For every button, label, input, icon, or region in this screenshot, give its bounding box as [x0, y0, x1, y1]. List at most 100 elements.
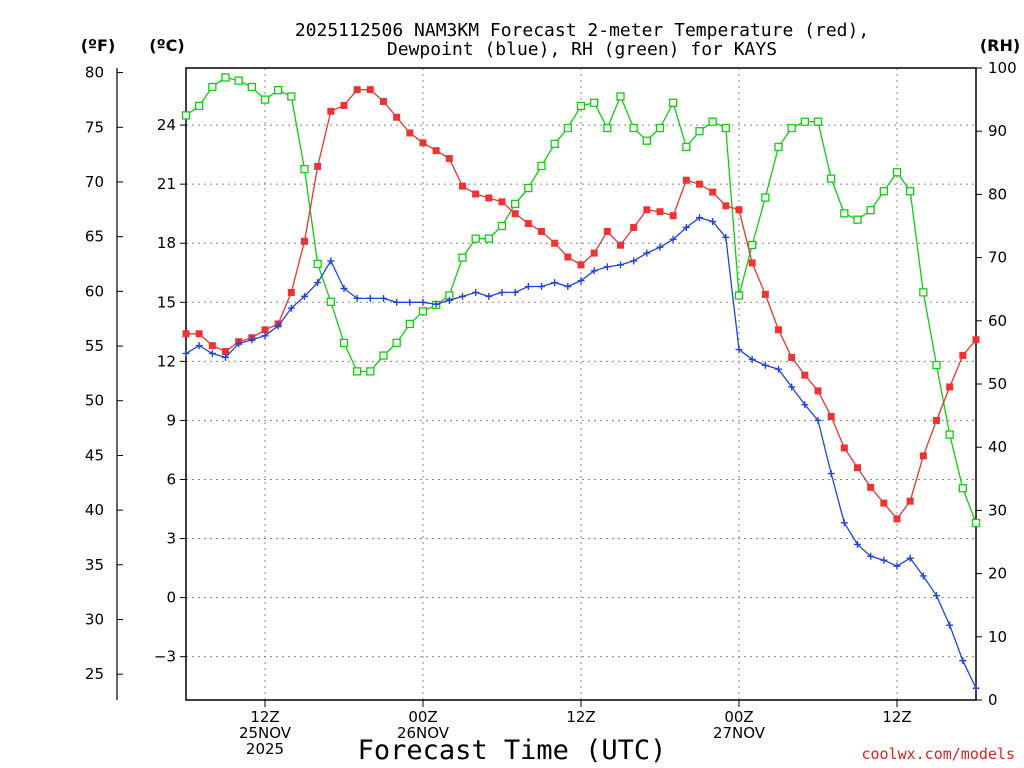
rh-marker: [945, 430, 954, 439]
dewpoint-marker: [696, 214, 703, 222]
time-tick-label: 12Z: [882, 708, 911, 726]
temperature-marker: [867, 483, 875, 491]
temperature-marker: [735, 206, 743, 214]
temperature-marker: [445, 155, 453, 163]
temperature-marker: [893, 515, 901, 523]
rh-marker: [471, 234, 480, 243]
dewpoint-marker: [380, 294, 387, 302]
rh-marker: [497, 221, 507, 231]
dewpoint-marker: [630, 257, 638, 265]
temperature-marker: [946, 383, 954, 391]
temperature-marker: [380, 97, 387, 105]
fahrenheit-tick-label: 80: [85, 64, 104, 82]
rh-marker: [682, 142, 691, 152]
temperature-marker: [432, 147, 440, 155]
rh-marker: [326, 297, 335, 306]
rh-marker: [405, 319, 414, 329]
chart-title-line-2: Dewpoint (blue), RH (green) for KAYS: [387, 39, 777, 60]
celsius-tick-label: 3: [166, 530, 176, 548]
temperature-marker: [538, 227, 545, 235]
dewpoint-marker: [353, 294, 361, 302]
rh-marker: [300, 164, 309, 174]
temperature-marker: [722, 202, 730, 210]
rh-marker: [484, 234, 493, 243]
dewpoint-marker: [775, 365, 782, 373]
dewpoint-marker: [656, 243, 664, 251]
dewpoint-marker: [419, 298, 427, 306]
rh-marker: [563, 123, 572, 133]
rh-marker: [695, 127, 704, 136]
temperature-marker: [603, 227, 611, 235]
fahrenheit-tick-label: 45: [85, 446, 104, 464]
dewpoint-marker: [590, 267, 598, 275]
time-tick-label: 2025: [246, 740, 284, 758]
dewpoint-marker: [933, 592, 940, 600]
dewpoint-marker: [208, 349, 216, 357]
rh-marker: [195, 101, 204, 111]
rh-marker: [313, 259, 322, 269]
rh-marker: [827, 174, 836, 183]
temperature-marker: [287, 288, 295, 296]
temperature-marker: [854, 464, 861, 472]
rh-marker: [774, 142, 783, 152]
rh-marker: [721, 123, 730, 133]
rh-marker: [906, 187, 915, 196]
dewpoint-marker: [709, 218, 717, 226]
temperature-marker: [972, 336, 980, 344]
fahrenheit-tick-label: 30: [85, 610, 104, 628]
rh-tick-label: 90: [988, 122, 1007, 140]
temperature-marker: [406, 129, 414, 137]
dewpoint-marker: [959, 657, 967, 665]
dewpoint-marker: [761, 361, 769, 369]
fahrenheit-tick-label: 40: [85, 501, 104, 519]
temperature-marker: [840, 444, 848, 452]
rh-marker: [274, 85, 283, 95]
rh-tick-label: 0: [988, 691, 998, 709]
time-tick-label: 00Z: [724, 708, 753, 726]
dewpoint-marker: [432, 300, 440, 308]
rh-tick-label: 70: [988, 249, 1007, 267]
dewpoint-marker: [485, 292, 493, 300]
temperature-marker: [709, 188, 717, 196]
rh-marker: [734, 291, 744, 300]
temperature-marker: [511, 210, 519, 218]
rh-marker: [590, 98, 599, 107]
temperature-marker: [919, 452, 927, 460]
rh-marker: [366, 367, 375, 376]
temperature-marker: [366, 86, 374, 94]
temperature-marker: [682, 176, 690, 184]
temperature-marker: [880, 499, 888, 507]
temperature-marker: [617, 241, 624, 249]
rh-marker: [761, 193, 770, 202]
celsius-tick-label: 12: [157, 352, 176, 370]
dewpoint-marker: [511, 288, 519, 296]
dewpoint-marker: [406, 298, 414, 306]
temperature-marker: [748, 259, 756, 267]
dewpoint-marker: [472, 288, 480, 296]
dewpoint-marker: [445, 296, 453, 304]
dewpoint-marker: [814, 416, 822, 424]
temperature-marker: [696, 180, 703, 188]
fahrenheit-tick-label: 60: [85, 282, 104, 300]
rh-marker: [892, 168, 902, 177]
fahrenheit-tick-label: 25: [85, 665, 104, 683]
dewpoint-marker: [643, 249, 651, 257]
rh-marker: [353, 367, 362, 376]
time-tick-label: 27NOV: [713, 724, 766, 742]
temperature-marker: [761, 290, 769, 298]
fahrenheit-axis: 80 75 70 65 60 55 50 45 40 35 30 25: [85, 64, 123, 700]
dewpoint-marker: [577, 277, 585, 285]
rh-unit-label: (RH): [980, 36, 1020, 55]
temperature-marker: [301, 237, 308, 245]
temperature-marker: [656, 208, 664, 216]
time-tick-label: 12Z: [250, 708, 279, 726]
celsius-tick-label: 0: [166, 589, 176, 607]
rh-tick-label: 80: [988, 185, 1007, 203]
temperature-marker: [353, 86, 361, 94]
rh-marker: [379, 351, 388, 360]
dewpoint-marker: [854, 540, 861, 548]
rh-marker: [840, 209, 849, 218]
temperature-marker: [340, 101, 348, 109]
rh-tick-label: 10: [988, 628, 1007, 646]
